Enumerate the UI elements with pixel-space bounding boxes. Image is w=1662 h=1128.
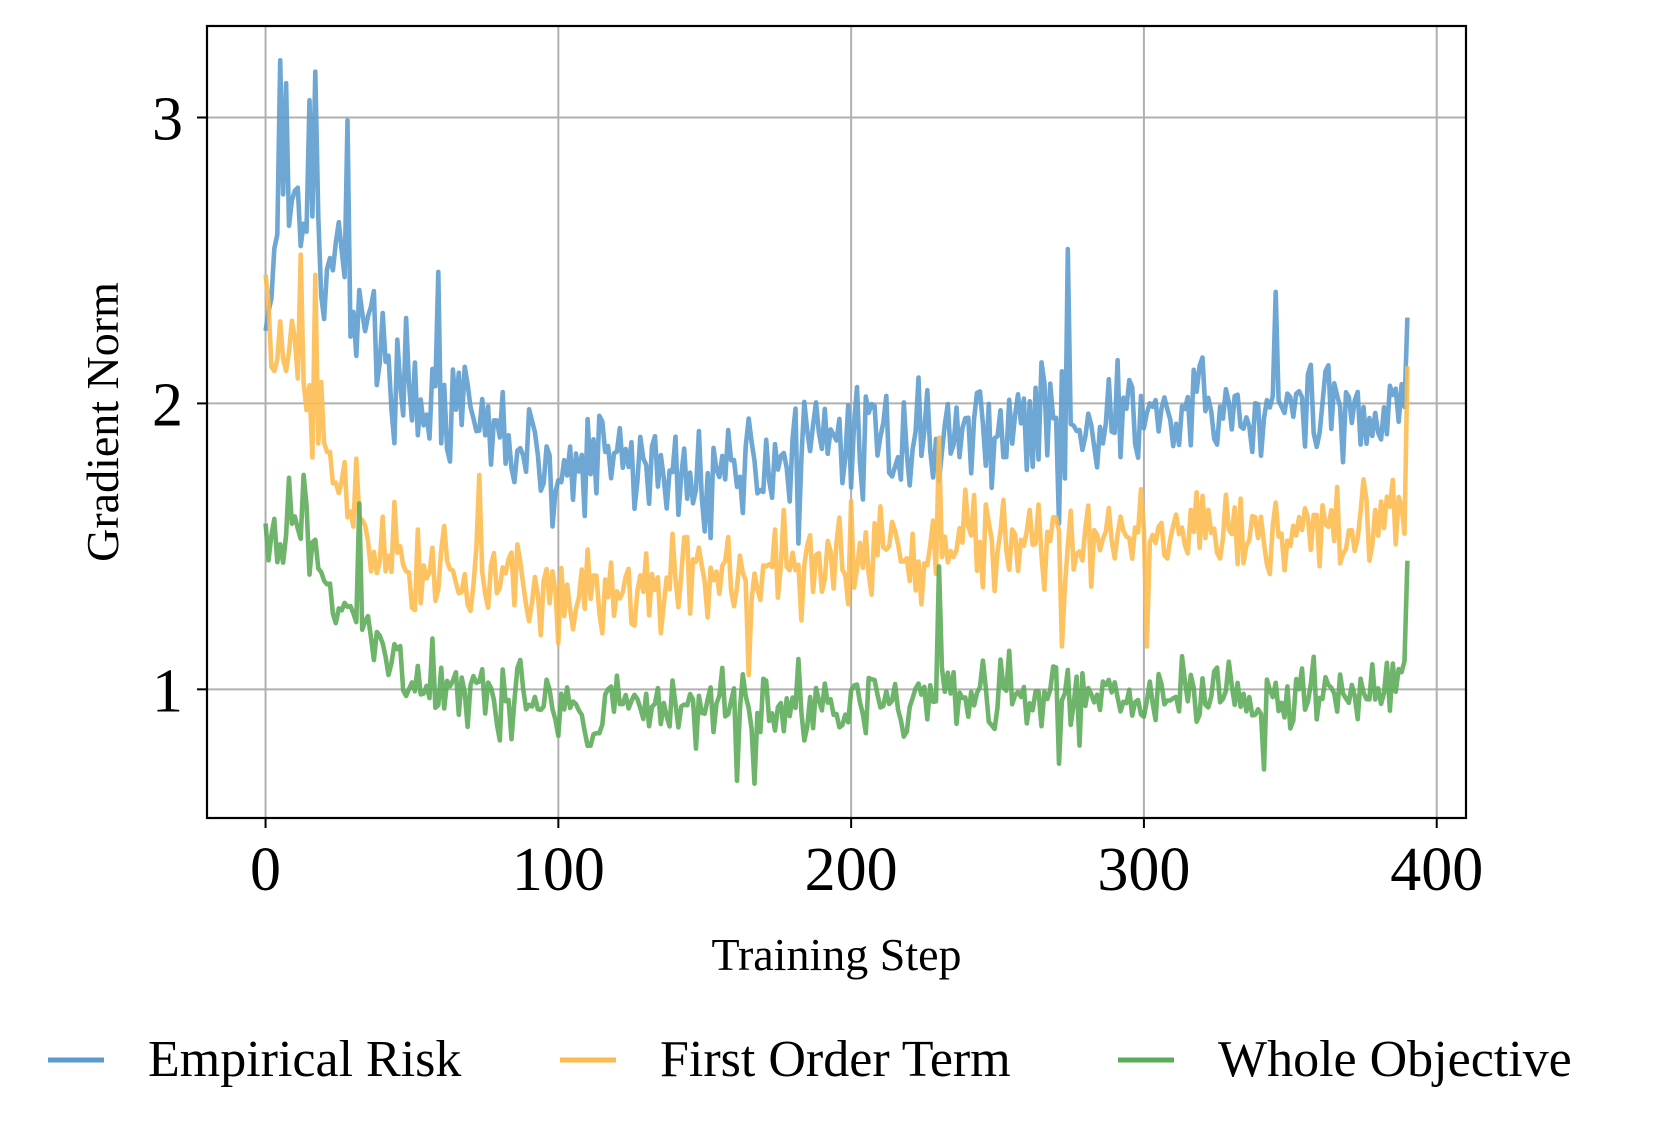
series-line-whole-objective	[263, 472, 1410, 786]
x-axis-label: Training Step	[711, 929, 961, 980]
legend-label: Empirical Risk	[148, 1031, 461, 1088]
legend-label: First Order Term	[660, 1031, 1011, 1088]
x-tick-label: 200	[805, 836, 898, 904]
y-axis-label: Gradient Norm	[77, 282, 128, 562]
x-axis: 0 100 200 300 400	[250, 818, 1483, 904]
x-tick-label: 400	[1390, 836, 1483, 904]
series-layer	[263, 58, 1410, 786]
legend-label: Whole Objective	[1218, 1031, 1572, 1088]
plot-frame	[205, 24, 1468, 820]
y-axis: 1 2 3	[152, 85, 207, 725]
y-tick-label: 3	[152, 85, 183, 153]
series-line-first-order-term	[263, 252, 1410, 678]
series-line-empirical-risk	[263, 58, 1410, 546]
x-tick-label: 100	[512, 836, 605, 904]
x-tick-label: 300	[1097, 836, 1190, 904]
y-tick-label: 1	[152, 657, 183, 725]
x-tick-label: 0	[250, 836, 281, 904]
y-tick-label: 2	[152, 371, 183, 439]
legend: Empirical Risk First Order Term Whole Obje…	[48, 1031, 1572, 1088]
